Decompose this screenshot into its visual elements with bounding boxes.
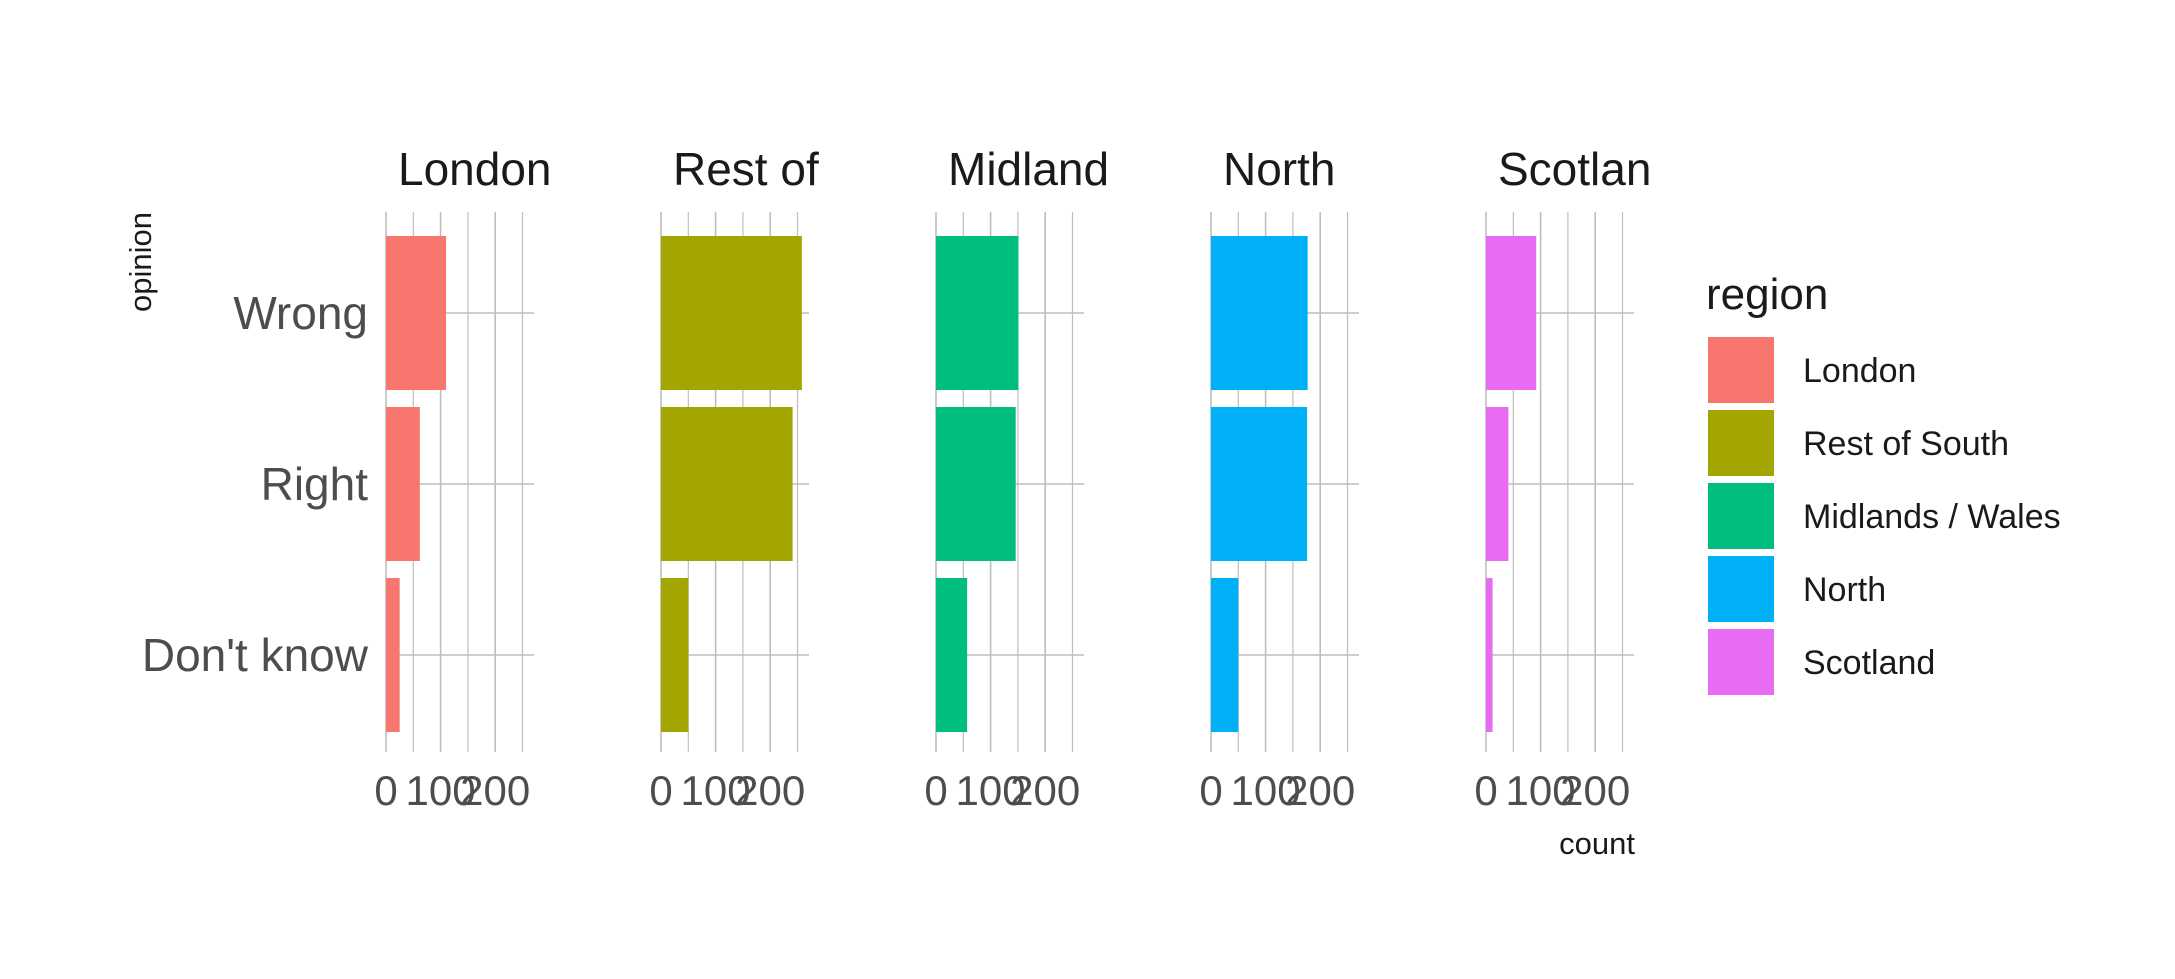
x-tick-label: 100: [956, 767, 1026, 814]
bar: [661, 578, 689, 732]
bar: [1486, 578, 1493, 732]
x-tick-label: 100: [1231, 767, 1301, 814]
bar: [1211, 407, 1308, 561]
legend-label: Rest of South: [1803, 425, 2009, 463]
legend-swatch: [1708, 556, 1774, 622]
legend-swatch: [1708, 629, 1774, 695]
bar: [936, 407, 1016, 561]
bar: [1486, 407, 1509, 561]
y-axis-title: opinion: [123, 212, 158, 312]
y-tick-label: Wrong: [233, 287, 368, 339]
facet-strip-label: Rest of: [673, 143, 819, 195]
legend-item: London: [1708, 337, 1916, 403]
y-axis: Wrong Right Don't know: [142, 287, 369, 681]
x-tick-label: 200: [1010, 767, 1080, 814]
x-tick-label: 0: [1199, 767, 1222, 814]
legend: region London Rest of South Midlands / Wal…: [1706, 270, 2061, 695]
legend-swatch: [1708, 483, 1774, 549]
legend-item: Rest of South: [1708, 410, 2009, 476]
bar: [386, 407, 420, 561]
legend-label: Scotland: [1803, 644, 1935, 682]
facet-strip-label: North: [1223, 143, 1335, 195]
legend-label: London: [1803, 352, 1916, 390]
x-tick-label: 200: [460, 767, 530, 814]
y-tick-label: Right: [261, 458, 369, 510]
bar: [936, 578, 968, 732]
x-tick-label: 0: [1474, 767, 1497, 814]
x-tick-label: 200: [735, 767, 805, 814]
legend-label: North: [1803, 571, 1886, 609]
bar: [386, 236, 447, 390]
legend-label: Midlands / Wales: [1803, 498, 2061, 536]
y-tick-label: Don't know: [142, 629, 369, 681]
bar: [386, 578, 400, 732]
bar: [1211, 578, 1239, 732]
legend-title: region: [1706, 270, 1828, 319]
bar: [1211, 236, 1308, 390]
bar: [1486, 236, 1537, 390]
x-axis-title: count: [1559, 826, 1635, 861]
bar: [661, 236, 802, 390]
legend-swatch: [1708, 337, 1774, 403]
bar: [661, 407, 793, 561]
legend-item: Midlands / Wales: [1708, 483, 2061, 549]
legend-items: London Rest of South Midlands / Wales North…: [1708, 337, 2061, 695]
legend-swatch: [1708, 410, 1774, 476]
bar: [936, 236, 1019, 390]
x-tick-label: 200: [1560, 767, 1630, 814]
x-tick-label: 200: [1285, 767, 1355, 814]
legend-item: North: [1708, 556, 1886, 622]
x-tick-label: 0: [649, 767, 672, 814]
facet-strip-label: London: [398, 143, 552, 195]
x-tick-label: 0: [374, 767, 397, 814]
x-tick-label: 0: [924, 767, 947, 814]
x-tick-label: 100: [406, 767, 476, 814]
x-tick-label: 100: [681, 767, 751, 814]
facet-strip-label: Scotlan: [1498, 143, 1651, 195]
legend-item: Scotland: [1708, 629, 1935, 695]
x-tick-label: 100: [1506, 767, 1576, 814]
facet-strip-label: Midland: [948, 143, 1109, 195]
